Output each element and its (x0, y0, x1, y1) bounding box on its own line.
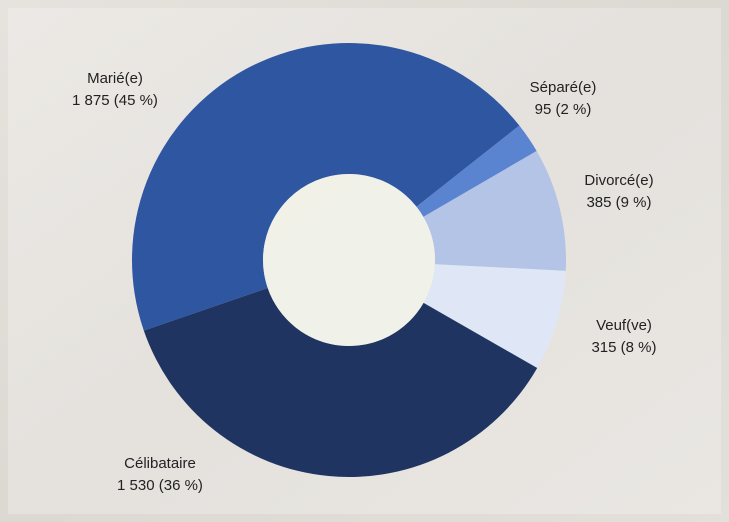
slice-label: Célibataire (124, 455, 196, 472)
donut-slice (131, 43, 520, 331)
donut-slice (423, 151, 566, 271)
slice-value-label: 1 875 (45 %) (72, 92, 158, 109)
slice-label: Veuf(ve) (596, 317, 652, 334)
donut-slice (423, 264, 566, 369)
donut-slice (143, 287, 538, 477)
slice-value-label: 315 (8 %) (591, 339, 656, 356)
slice-value-label: 1 530 (36 %) (117, 477, 203, 494)
slice-label: Divorcé(e) (584, 172, 653, 189)
slice-value-label: 95 (2 %) (535, 101, 592, 118)
donut-hole (263, 174, 435, 346)
slice-label: Séparé(e) (530, 79, 597, 96)
donut-slice (416, 125, 537, 217)
slice-label: Marié(e) (87, 70, 143, 87)
slice-value-label: 385 (9 %) (586, 194, 651, 211)
